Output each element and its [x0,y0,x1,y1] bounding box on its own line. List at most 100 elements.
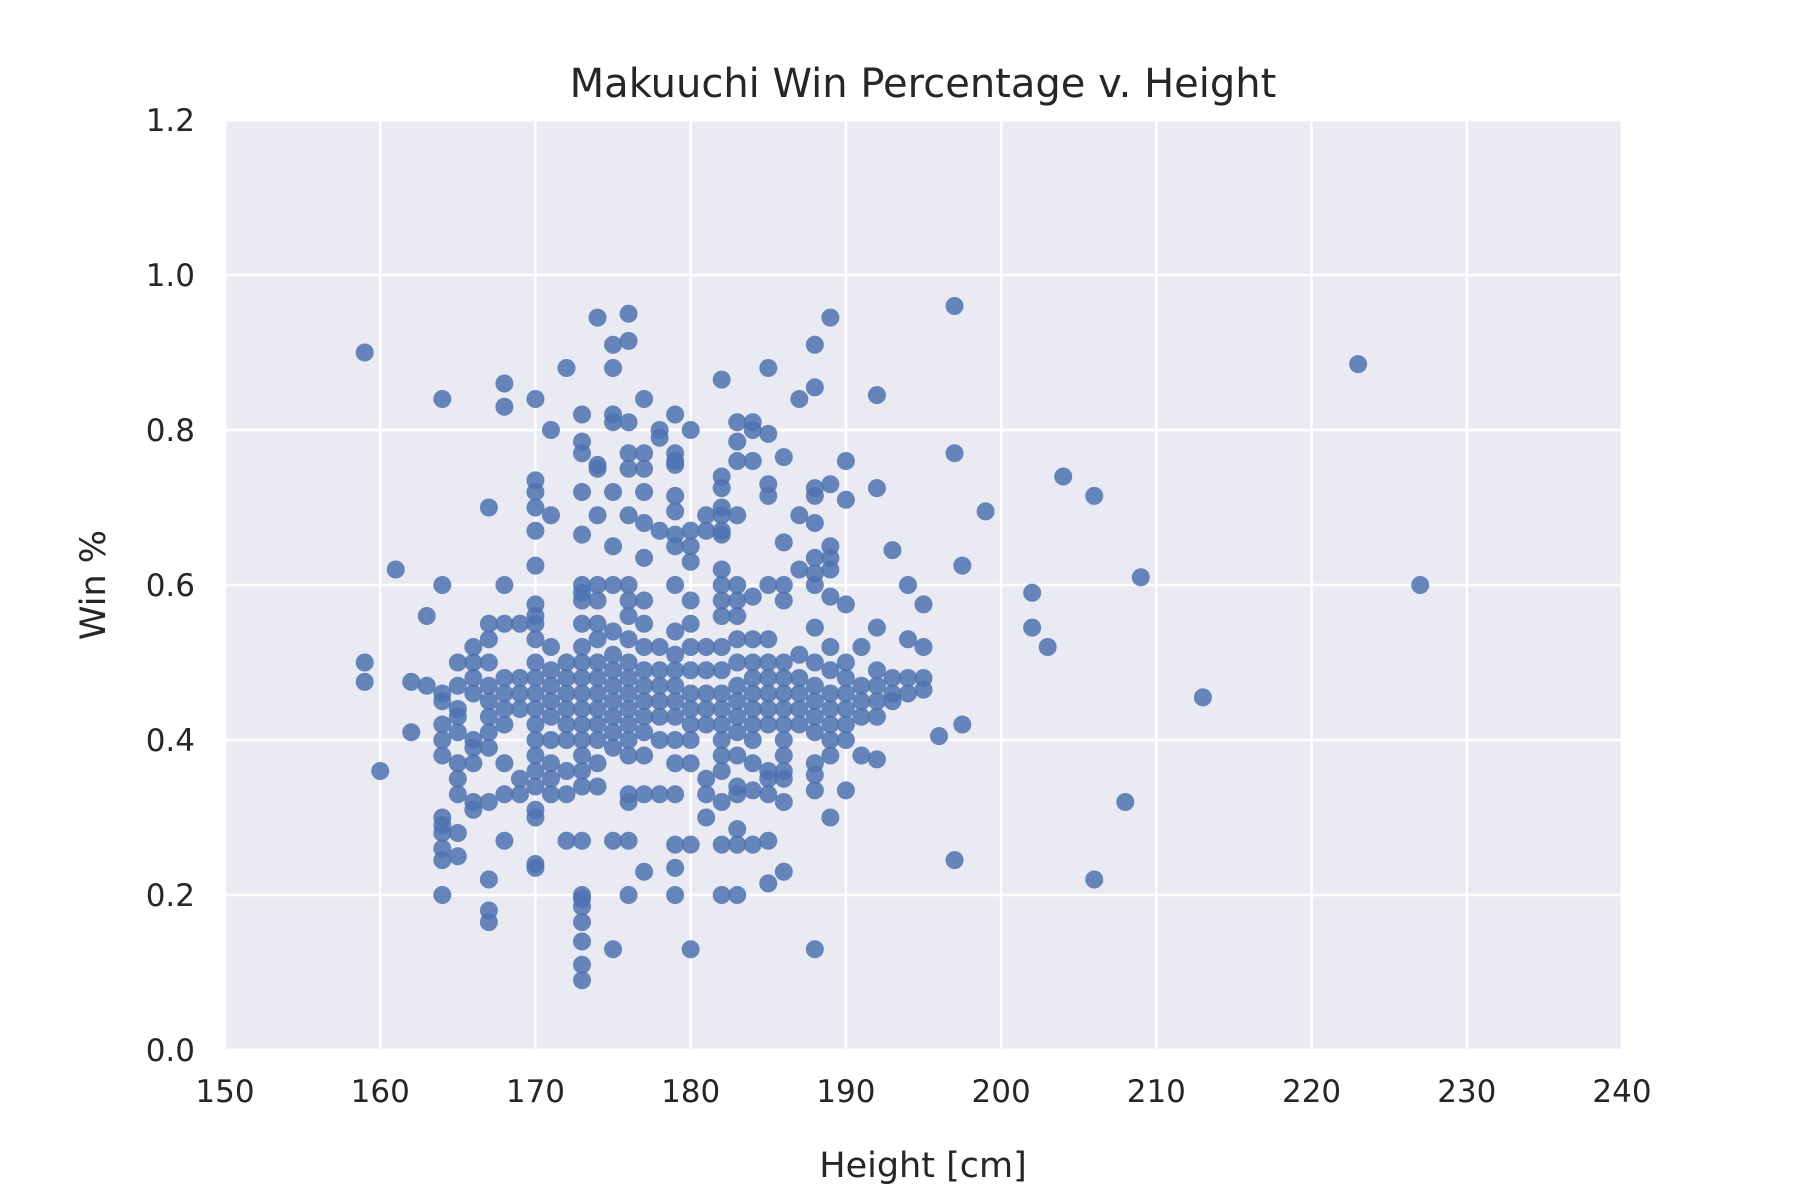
data-point [557,669,576,687]
data-point [945,851,964,870]
data-point [619,331,638,350]
data-point [681,521,700,540]
data-point [728,591,747,610]
data-point [1193,688,1212,707]
data-point [759,669,778,687]
data-point [573,405,592,424]
data-point [712,661,731,680]
data-point [588,700,607,718]
data-point [681,661,700,680]
data-point [743,754,762,773]
data-point [697,684,716,703]
data-point [697,715,716,734]
data-point [774,862,793,881]
data-point [588,754,607,773]
data-point [759,769,778,788]
data-point [666,676,685,695]
data-point [479,676,498,695]
data-point [635,390,654,408]
data-point [635,614,654,633]
data-point [728,707,747,726]
x-tick-label: 210 [1127,1074,1186,1110]
data-point [588,308,607,327]
data-point [697,808,716,827]
data-point [743,452,762,470]
data-point [619,700,638,718]
data-point [650,692,669,711]
data-point [759,684,778,703]
data-point [681,614,700,633]
data-point [805,618,824,637]
data-point [588,630,607,649]
data-point [774,591,793,610]
data-point [479,692,498,711]
data-point [479,498,498,517]
data-point [976,502,995,521]
data-point [743,669,762,687]
data-point [666,731,685,749]
x-tick-label: 220 [1282,1074,1341,1110]
data-point [588,731,607,749]
data-point [681,537,700,556]
data-point [619,731,638,749]
data-point [573,700,592,718]
data-point [805,576,824,594]
data-point [604,940,623,959]
data-point [541,692,560,711]
data-point [604,413,623,432]
data-point [355,672,374,691]
data-point [604,707,623,726]
data-point [728,432,747,451]
data-point [619,630,638,649]
data-point [759,630,778,649]
data-point [805,514,824,532]
data-point [619,669,638,687]
data-point [510,684,529,703]
data-point [790,684,809,703]
data-point [666,622,685,641]
data-point [821,308,840,327]
data-point [821,560,840,579]
data-point [743,835,762,854]
data-point [867,750,886,769]
data-point [573,669,592,687]
data-point [588,777,607,796]
data-point [650,676,669,695]
data-point [821,661,840,680]
data-point [712,479,731,498]
data-point [557,731,576,749]
data-point [790,506,809,525]
x-tick-labels: 150 160 170 180 190 200 210 220 230 240 [195,1074,1651,1110]
data-point [448,676,467,695]
data-point [541,676,560,695]
data-point [805,676,824,695]
data-point [573,831,592,850]
data-point [898,684,917,703]
data-point [790,645,809,664]
y-tick-label: 0.8 [146,413,195,449]
data-point [417,676,436,695]
data-point [479,738,498,757]
data-point [836,595,855,614]
data-point [821,475,840,494]
data-point [526,521,545,540]
data-point [712,638,731,656]
data-point [495,700,514,718]
data-point [433,390,452,408]
data-point [712,700,731,718]
data-point [883,669,902,687]
data-point [448,785,467,804]
data-point [836,490,855,509]
data-point [510,769,529,788]
data-point [635,459,654,478]
data-point [464,684,483,703]
data-point [805,692,824,711]
data-point [945,444,964,463]
data-point [743,684,762,703]
y-tick-label: 0.4 [146,723,195,759]
data-point [573,525,592,544]
data-point [712,506,731,525]
data-point [852,676,871,695]
data-point [479,870,498,889]
data-point [495,669,514,687]
